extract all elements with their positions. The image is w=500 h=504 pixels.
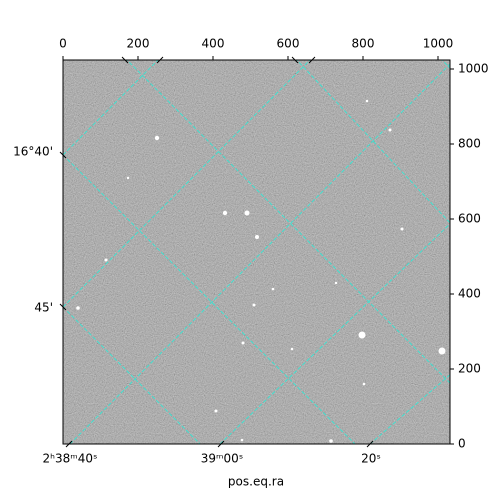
y-tick-label: 0 — [458, 437, 466, 451]
ra-tick-label: 20ˢ — [361, 452, 381, 466]
dec-tick-label: 45' — [34, 301, 53, 315]
y-tick-label: 400 — [458, 287, 481, 301]
x-tick-label: 200 — [127, 37, 150, 51]
coordinate-grid — [63, 60, 450, 444]
x-tick-label: 800 — [352, 37, 375, 51]
y-tick-label: 600 — [458, 212, 481, 226]
y-tick-label: 800 — [458, 137, 481, 151]
x-axis-label: pos.eq.ra — [228, 475, 284, 489]
y-tick-label: 1000 — [458, 62, 489, 76]
x-tick-label: 0 — [59, 37, 67, 51]
ra-tick-label: 2ʰ38ᵐ40ˢ — [43, 452, 98, 466]
ra-tick-label: 39ᵐ00ˢ — [201, 452, 244, 466]
wcs-ticks — [59, 56, 374, 448]
x-tick-label: 600 — [277, 37, 300, 51]
x-tick-label: 1000 — [423, 37, 454, 51]
dec-tick-label: 16°40' — [13, 145, 53, 159]
x-tick-label: 400 — [202, 37, 225, 51]
y-tick-label: 200 — [458, 362, 481, 376]
image-noise — [63, 60, 450, 444]
stars — [76, 99, 446, 443]
plot-frame — [62, 59, 451, 445]
